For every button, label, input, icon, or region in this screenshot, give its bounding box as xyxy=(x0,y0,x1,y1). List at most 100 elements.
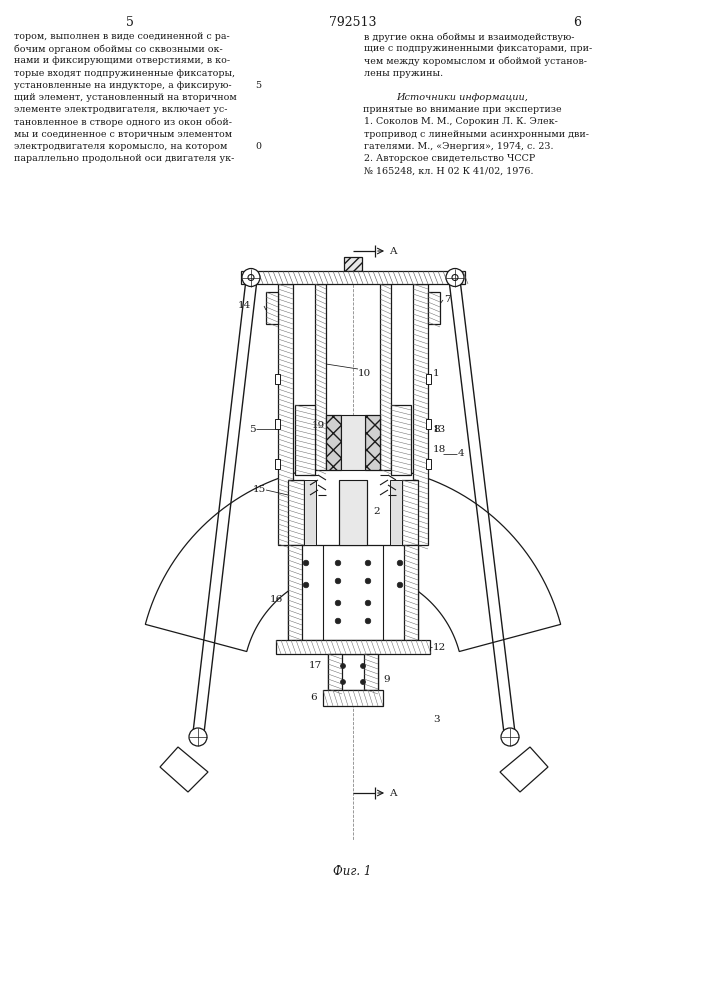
Text: 10: 10 xyxy=(358,369,371,378)
Circle shape xyxy=(366,560,370,566)
Text: тановленное в створе одного из окон обой-: тановленное в створе одного из окон обой… xyxy=(14,117,232,127)
Circle shape xyxy=(189,728,207,746)
Text: принятые во внимание при экспертизе: принятые во внимание при экспертизе xyxy=(363,105,561,114)
Text: 3: 3 xyxy=(433,714,440,724)
Text: 15: 15 xyxy=(252,486,266,494)
Text: 7: 7 xyxy=(444,296,450,304)
Text: 6: 6 xyxy=(573,16,581,29)
Bar xyxy=(328,654,342,690)
Circle shape xyxy=(397,582,403,588)
Text: щие с подпружиненными фиксаторами, при-: щие с подпружиненными фиксаторами, при- xyxy=(364,44,592,53)
Bar xyxy=(323,690,383,706)
Circle shape xyxy=(501,728,519,746)
Polygon shape xyxy=(500,747,548,792)
Bar xyxy=(241,271,465,284)
Text: 5: 5 xyxy=(255,81,261,90)
Circle shape xyxy=(335,578,341,584)
Text: нами и фиксирующими отверстиями, в ко-: нами и фиксирующими отверстиями, в ко- xyxy=(14,56,230,65)
Circle shape xyxy=(397,560,403,566)
Bar xyxy=(288,480,304,545)
Text: Источники информации,: Источники информации, xyxy=(396,93,528,102)
Bar xyxy=(315,284,326,470)
Bar xyxy=(275,459,280,469)
Bar xyxy=(390,480,402,545)
Bar xyxy=(404,545,418,640)
Text: 0: 0 xyxy=(255,142,261,151)
Text: 19: 19 xyxy=(312,420,325,430)
Bar xyxy=(304,480,316,545)
Circle shape xyxy=(361,680,366,684)
Bar xyxy=(328,654,378,690)
Bar xyxy=(428,292,440,324)
Circle shape xyxy=(341,680,346,684)
Circle shape xyxy=(335,618,341,624)
Bar xyxy=(426,419,431,429)
Circle shape xyxy=(452,274,458,280)
Text: 2. Авторское свидетельство ЧССР: 2. Авторское свидетельство ЧССР xyxy=(364,154,535,163)
Text: 5: 5 xyxy=(126,16,134,29)
Text: щий элемент, установленный на вторичном: щий элемент, установленный на вторичном xyxy=(14,93,237,102)
Circle shape xyxy=(341,664,346,668)
Text: тором, выполнен в виде соединенной с ра-: тором, выполнен в виде соединенной с ра- xyxy=(14,32,230,41)
Circle shape xyxy=(366,618,370,624)
Text: 1. Соколов М. М., Сорокин Л. К. Элек-: 1. Соколов М. М., Сорокин Л. К. Элек- xyxy=(364,117,558,126)
Bar xyxy=(391,405,411,475)
Text: параллельно продольной оси двигателя ук-: параллельно продольной оси двигателя ук- xyxy=(14,154,235,163)
Circle shape xyxy=(303,560,309,566)
Text: 9: 9 xyxy=(383,674,390,684)
Text: электродвигателя коромысло, на котором: электродвигателя коромысло, на котором xyxy=(14,142,228,151)
Bar xyxy=(380,284,391,470)
Bar xyxy=(426,459,431,469)
Circle shape xyxy=(366,600,370,606)
Text: 17: 17 xyxy=(309,662,322,670)
Text: 12: 12 xyxy=(433,643,446,652)
Bar xyxy=(402,480,418,545)
Circle shape xyxy=(446,268,464,286)
Bar xyxy=(266,292,278,324)
Text: № 165248, кл. Н 02 К 41/02, 1976.: № 165248, кл. Н 02 К 41/02, 1976. xyxy=(364,166,534,175)
Text: 16: 16 xyxy=(270,595,283,604)
Text: тропривод с линейными асинхронными дви-: тропривод с линейными асинхронными дви- xyxy=(364,130,589,139)
Circle shape xyxy=(335,560,341,566)
Text: гателями. М., «Энергия», 1974, с. 23.: гателями. М., «Энергия», 1974, с. 23. xyxy=(364,142,554,151)
Text: 14: 14 xyxy=(238,302,251,310)
Text: A: A xyxy=(389,246,397,255)
Polygon shape xyxy=(146,465,561,652)
Text: 792513: 792513 xyxy=(329,16,377,29)
Text: чем между коромыслом и обоймой установ-: чем между коромыслом и обоймой установ- xyxy=(364,56,587,66)
Bar xyxy=(288,545,418,640)
Circle shape xyxy=(335,600,341,606)
Bar xyxy=(276,640,430,654)
Text: Фиг. 1: Фиг. 1 xyxy=(333,865,371,878)
Text: 1: 1 xyxy=(433,369,440,378)
Text: 5: 5 xyxy=(250,424,256,434)
Circle shape xyxy=(303,582,309,588)
Text: в другие окна обоймы и взаимодействую-: в другие окна обоймы и взаимодействую- xyxy=(364,32,575,41)
Text: 18: 18 xyxy=(433,446,446,454)
Text: лены пружины.: лены пружины. xyxy=(364,69,443,78)
Bar xyxy=(344,257,362,271)
Circle shape xyxy=(366,578,370,584)
Polygon shape xyxy=(160,747,208,792)
Text: 6: 6 xyxy=(310,694,317,702)
Bar xyxy=(288,545,302,640)
Bar xyxy=(413,284,428,545)
Bar xyxy=(278,284,293,545)
Bar xyxy=(341,415,365,470)
Text: 8: 8 xyxy=(433,426,440,434)
Polygon shape xyxy=(326,415,341,470)
Text: установленные на индукторе, а фиксирую-: установленные на индукторе, а фиксирую- xyxy=(14,81,232,90)
Text: 2: 2 xyxy=(373,508,380,516)
Text: торые входят подпружиненные фиксаторы,: торые входят подпружиненные фиксаторы, xyxy=(14,69,235,78)
Bar xyxy=(364,654,378,690)
Bar xyxy=(339,480,367,545)
Bar xyxy=(275,419,280,429)
Circle shape xyxy=(361,664,366,668)
Text: 13: 13 xyxy=(433,424,446,434)
Text: 4: 4 xyxy=(458,450,464,458)
Bar xyxy=(426,374,431,384)
Polygon shape xyxy=(365,415,380,470)
Text: элементе электродвигателя, включает ус-: элементе электродвигателя, включает ус- xyxy=(14,105,228,114)
Circle shape xyxy=(248,274,254,280)
Bar xyxy=(295,405,315,475)
